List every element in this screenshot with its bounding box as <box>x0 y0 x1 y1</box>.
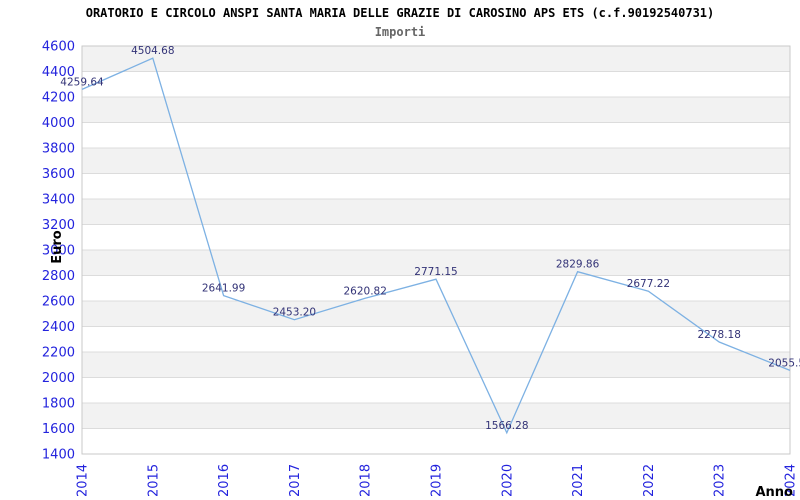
plot-band <box>82 377 790 403</box>
plot-band <box>82 199 790 225</box>
y-tick-label: 4400 <box>42 65 75 80</box>
data-point-label: 2278.18 <box>697 329 740 341</box>
data-point-label: 2055.59 <box>768 357 800 369</box>
data-point-label: 2453.20 <box>273 307 316 319</box>
data-point-label: 2641.99 <box>202 283 245 295</box>
plot-band <box>82 352 790 378</box>
chart-subtitle: Importi <box>374 25 426 39</box>
plot-band <box>82 428 790 454</box>
plot-band <box>82 71 790 97</box>
y-tick-label: 2400 <box>42 320 75 335</box>
y-tick-label: 2800 <box>42 269 75 284</box>
data-point-label: 1566.28 <box>485 420 528 432</box>
x-tick-label: 2016 <box>217 464 232 497</box>
x-tick-label: 2020 <box>500 464 515 497</box>
plot-band <box>82 173 790 199</box>
data-point-label: 2829.86 <box>556 259 600 271</box>
y-tick-label: 3800 <box>42 142 75 157</box>
chart-title: ORATORIO E CIRCOLO ANSPI SANTA MARIA DEL… <box>85 6 715 20</box>
y-tick-label: 2600 <box>42 295 75 310</box>
x-tick-label: 2019 <box>430 464 445 497</box>
y-tick-label: 2200 <box>42 346 75 361</box>
y-tick-label: 2000 <box>42 371 75 386</box>
plot-band <box>82 122 790 148</box>
y-tick-label: 3000 <box>42 244 75 259</box>
plot-border <box>81 45 791 455</box>
plot-band <box>82 97 790 123</box>
x-tick-label: 2018 <box>359 464 374 497</box>
plot-band <box>82 403 790 429</box>
y-tick-label: 4200 <box>42 91 75 106</box>
y-tick-label: 4000 <box>42 116 75 131</box>
y-tick-label: 3200 <box>42 218 75 233</box>
plot-band <box>82 301 790 327</box>
data-series-line <box>81 57 791 435</box>
plot-band <box>82 46 790 72</box>
y-tick-label: 4600 <box>42 40 75 55</box>
plot-band <box>82 326 790 352</box>
data-point-label: 2620.82 <box>343 285 386 297</box>
x-tick-label: 2015 <box>146 464 161 497</box>
x-tick-label: 2022 <box>642 464 657 497</box>
x-tick-label: 2017 <box>288 464 303 497</box>
data-point-label: 4504.68 <box>131 45 174 57</box>
y-tick-label: 3400 <box>42 193 75 208</box>
x-tick-label: 2024 <box>784 464 799 497</box>
y-tick-label: 1600 <box>42 422 75 437</box>
data-point-label: 2677.22 <box>627 278 670 290</box>
plot-band <box>82 224 790 250</box>
plot-band <box>82 250 790 276</box>
x-axis-title: Anno <box>755 485 793 500</box>
y-tick-label: 1400 <box>42 448 75 463</box>
y-tick-label: 3600 <box>42 167 75 182</box>
y-axis-title: Euro <box>50 230 65 264</box>
x-tick-label: 2014 <box>76 464 91 497</box>
plot-band <box>82 148 790 174</box>
x-tick-label: 2023 <box>713 464 728 497</box>
data-point-label: 2771.15 <box>414 266 457 278</box>
data-point-label: 4259.64 <box>60 76 104 88</box>
x-tick-label: 2021 <box>571 464 586 497</box>
y-tick-label: 1800 <box>42 397 75 412</box>
